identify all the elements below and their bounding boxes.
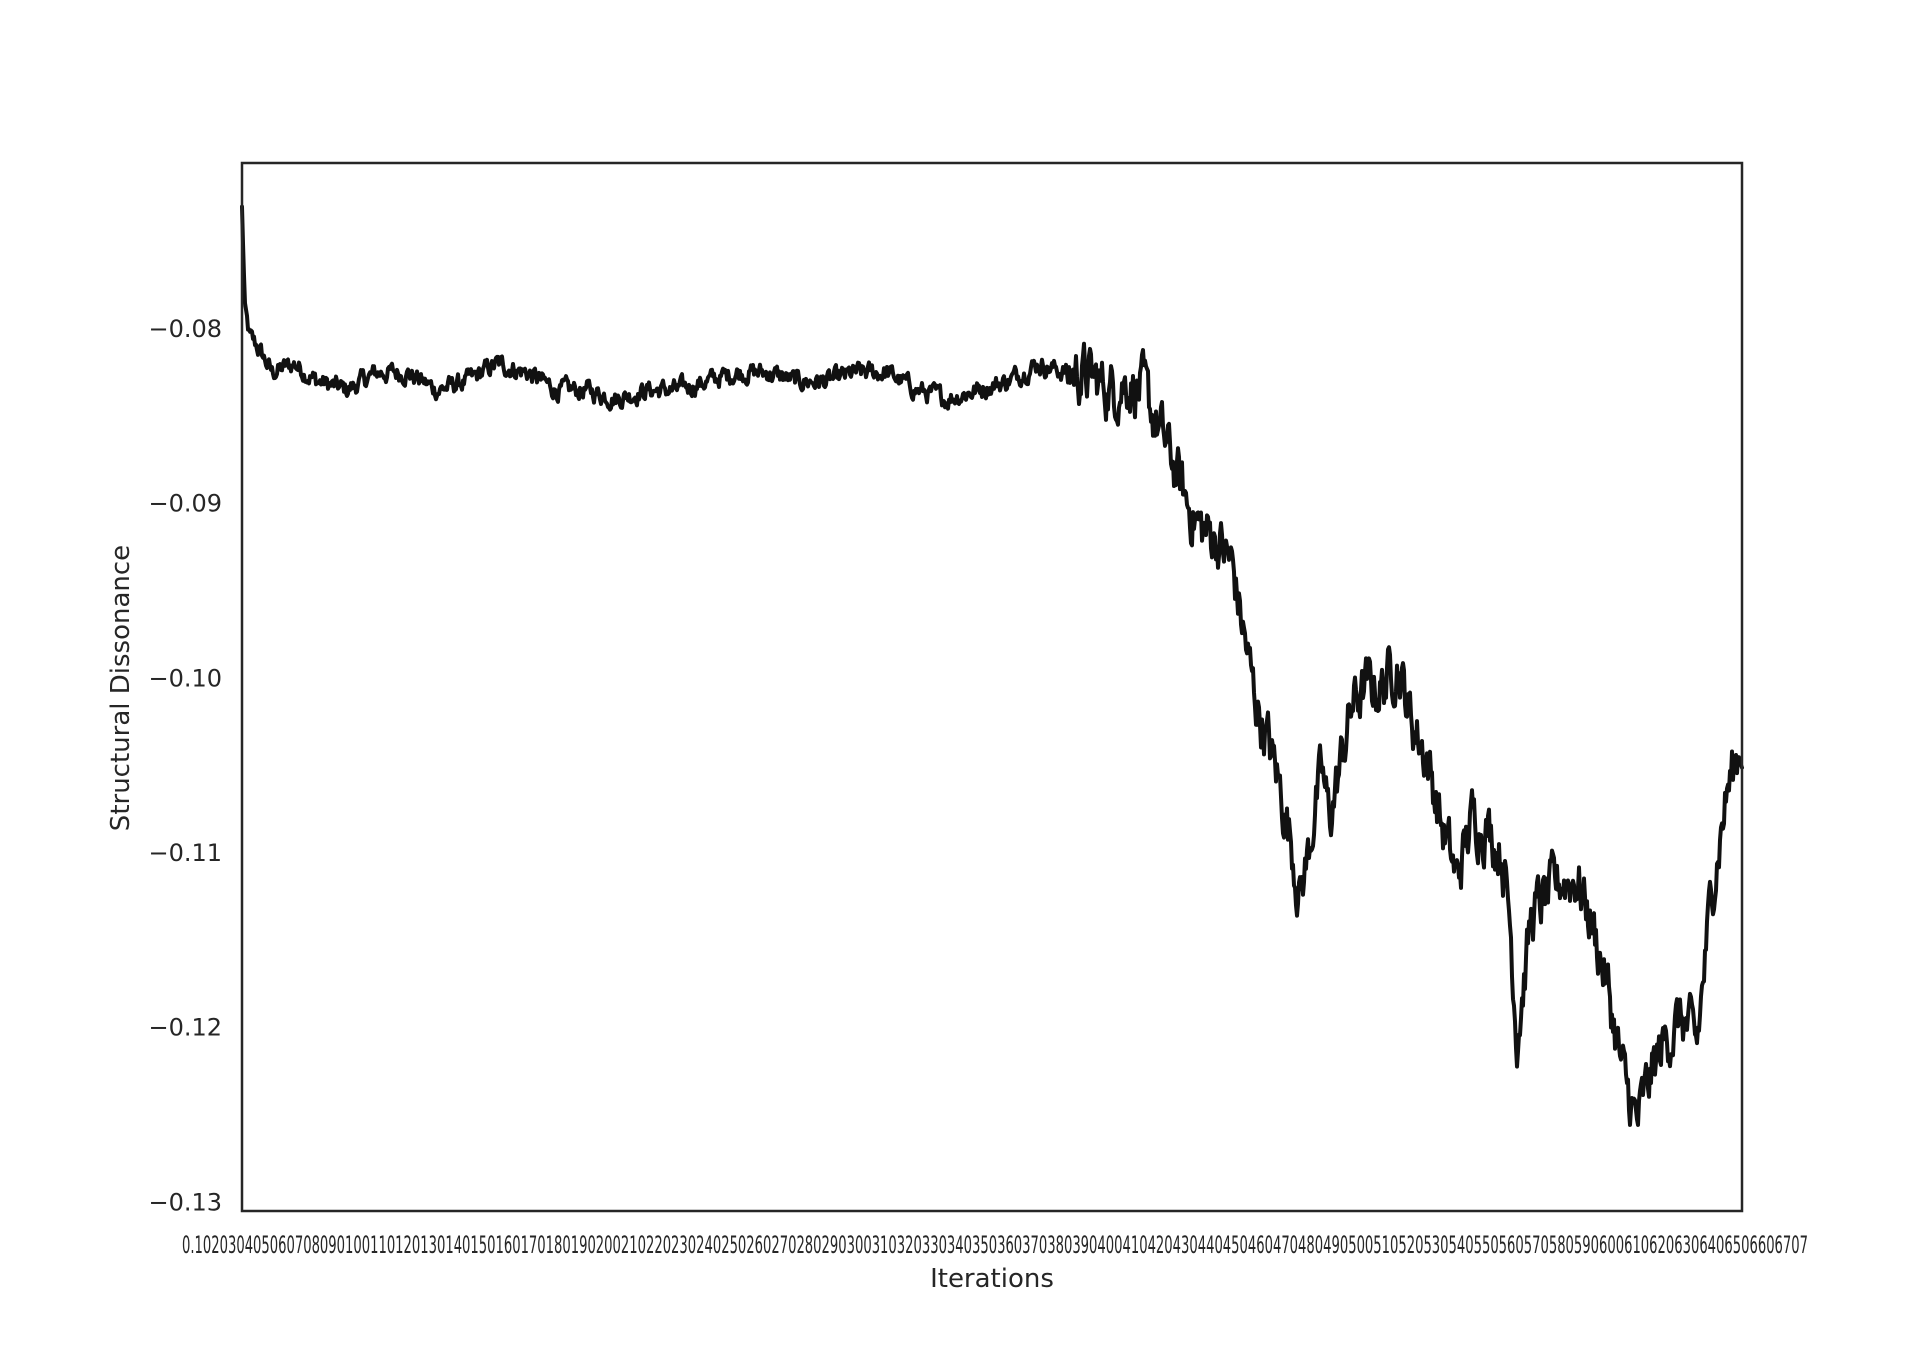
x-tick-labels: 0.10203040506070809010011012013014015016… bbox=[182, 1231, 1808, 1259]
y-tick-label: −0.13 bbox=[148, 1188, 222, 1216]
y-tick-label: −0.08 bbox=[148, 315, 222, 343]
y-tick-label: −0.10 bbox=[148, 664, 222, 692]
series-line bbox=[240, 204, 1744, 1127]
x-axis-label: Iterations bbox=[930, 1264, 1054, 1294]
y-axis-ticks: −0.08 −0.09 −0.10 −0.11 −0.12 −0.13 bbox=[148, 315, 222, 1216]
plot-frame bbox=[240, 161, 1744, 1213]
y-tick-label: −0.11 bbox=[148, 839, 222, 867]
y-tick-label: −0.09 bbox=[148, 490, 222, 518]
y-tick-label: −0.12 bbox=[148, 1014, 222, 1042]
y-axis-label: Structural Dissonance bbox=[106, 545, 136, 831]
